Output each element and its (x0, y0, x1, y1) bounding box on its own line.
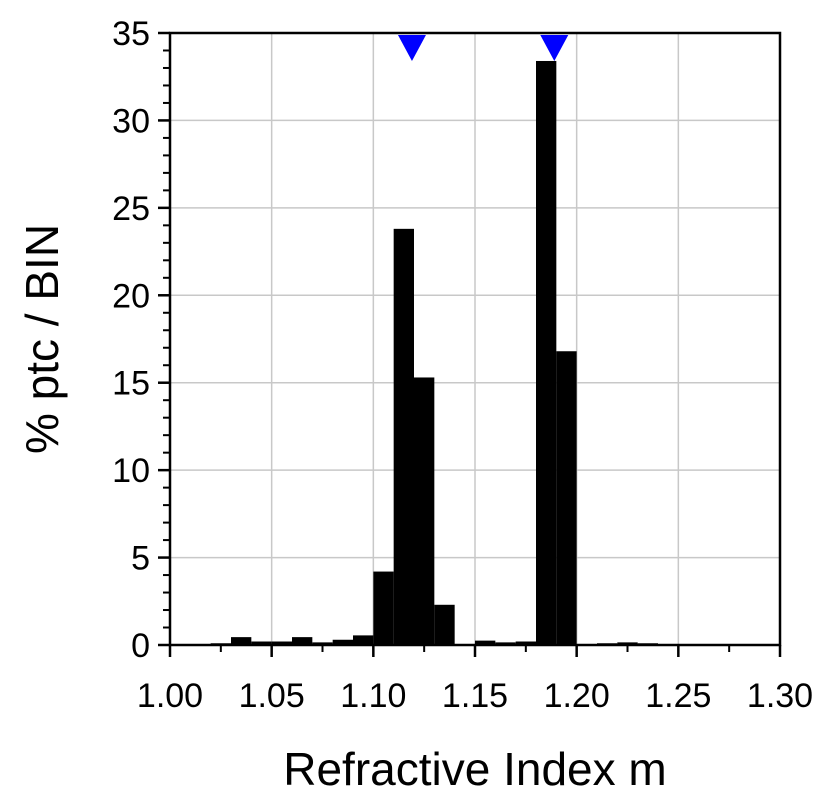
histogram-bar (393, 228, 414, 645)
grid (169, 33, 781, 645)
histogram-bar (434, 604, 455, 645)
histogram-bar (515, 641, 536, 645)
histogram-bar (271, 641, 292, 645)
peak-marker (397, 35, 426, 61)
y-tick-label: 25 (112, 190, 150, 228)
peak-marker (540, 35, 569, 61)
x-tick-label: 1.15 (442, 677, 508, 715)
y-tick-label: 15 (112, 365, 150, 403)
y-axis-title: % ptc / BIN (16, 224, 68, 454)
x-tick-label: 1.30 (747, 677, 813, 715)
y-tick-label: 10 (112, 452, 150, 490)
histogram-bar (495, 642, 516, 645)
histogram-bar (414, 377, 435, 645)
histogram-bar (292, 637, 313, 645)
x-tick-label: 1.00 (137, 677, 203, 715)
histogram-bar (556, 351, 577, 645)
histogram-bar (332, 639, 353, 645)
x-tick-label: 1.25 (645, 677, 711, 715)
histogram-bar (536, 60, 557, 645)
x-tick-label: 1.20 (544, 677, 610, 715)
x-tick-label: 1.05 (239, 677, 305, 715)
y-tick-label: 35 (112, 15, 150, 53)
histogram-bar (251, 641, 272, 645)
y-tick-label: 5 (131, 540, 150, 578)
histogram-bar (475, 640, 496, 645)
peak-markers (397, 35, 569, 61)
bars (210, 60, 740, 645)
histogram-bar (231, 637, 252, 645)
histogram-bar (617, 642, 638, 645)
axis-ticks (158, 31, 782, 657)
x-axis-title: Refractive Index m (283, 743, 666, 793)
x-tick-label: 1.10 (340, 677, 406, 715)
histogram-bar (312, 642, 333, 645)
tick-labels: 1.00 1.05 1.10 1.15 1.20 1.25 1.30 0 5 10 15 20 25 30… (112, 15, 813, 715)
y-tick-label: 0 (131, 627, 150, 665)
y-tick-label: 30 (112, 102, 150, 140)
y-tick-label: 20 (112, 277, 150, 315)
histogram-bar (373, 571, 394, 645)
histogram-bar (353, 635, 374, 645)
